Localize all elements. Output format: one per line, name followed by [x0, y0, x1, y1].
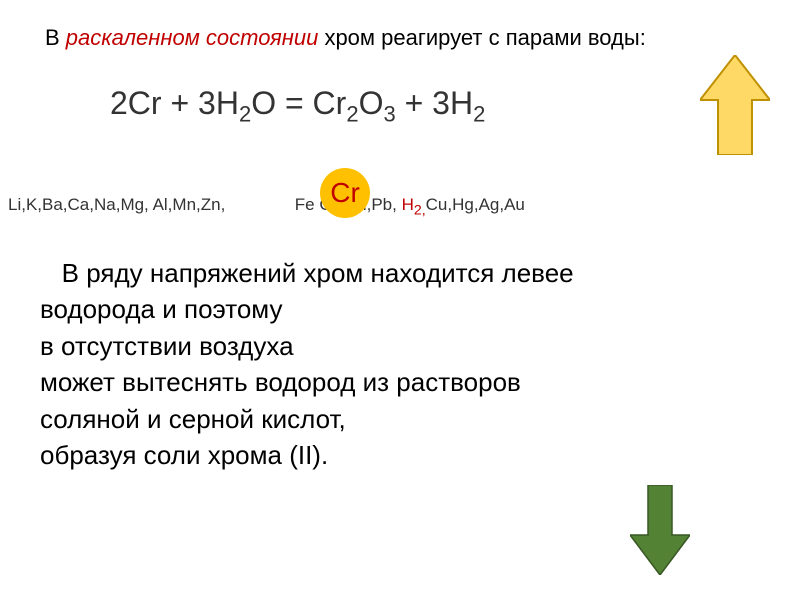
eq-p1: 2 — [239, 101, 251, 126]
body-l1: В ряду напряжений хром находится левее — [62, 258, 574, 288]
up-arrow-shape — [700, 55, 770, 155]
down-arrow-shape — [630, 485, 690, 575]
series-right: Cu,Hg,Ag,Au — [426, 195, 525, 214]
body-l4: может вытеснять водород из растворов — [40, 367, 521, 397]
eq-p7: 2 — [473, 101, 485, 126]
activity-series: Li,K,Ba,Ca,Na,Mg, Al,Mn,Zn, Fe Co,Sn,Pb,… — [8, 195, 525, 218]
title-line: В раскаленном состоянии хром реагирует с… — [45, 25, 646, 51]
chemical-equation: 2Cr + 3H2O = Cr2O3 + 3H2 — [110, 85, 485, 127]
body-l3: в отсутствии воздуха — [40, 331, 294, 361]
eq-p4: O — [359, 85, 384, 121]
eq-p3: 2 — [346, 101, 358, 126]
eq-p0: 2Cr + 3H — [110, 85, 239, 121]
series-left: Li,K,Ba,Ca,Na,Mg, Al,Mn,Zn, — [8, 195, 225, 214]
body-l2: водорода и поэтому — [40, 294, 282, 324]
cr-label: Cr — [330, 177, 360, 209]
eq-p5: 3 — [383, 101, 395, 126]
eq-p6: + 3H — [396, 85, 473, 121]
title-emphasis: раскаленном состоянии — [66, 25, 319, 50]
body-paragraph: В ряду напряжений хром находится левее в… — [40, 255, 760, 473]
cr-highlight-circle: Cr — [320, 168, 370, 218]
body-l5: соляной и серной кислот, — [40, 404, 346, 434]
down-arrow-icon — [630, 485, 690, 575]
title-suffix: хром реагирует с парами воды: — [318, 25, 646, 50]
title-prefix: В — [45, 25, 66, 50]
body-l6: образуя соли хрома (II). — [40, 440, 328, 470]
series-h2: H2, — [402, 195, 426, 214]
eq-p2: O = Cr — [251, 85, 346, 121]
up-arrow-icon — [700, 55, 770, 155]
